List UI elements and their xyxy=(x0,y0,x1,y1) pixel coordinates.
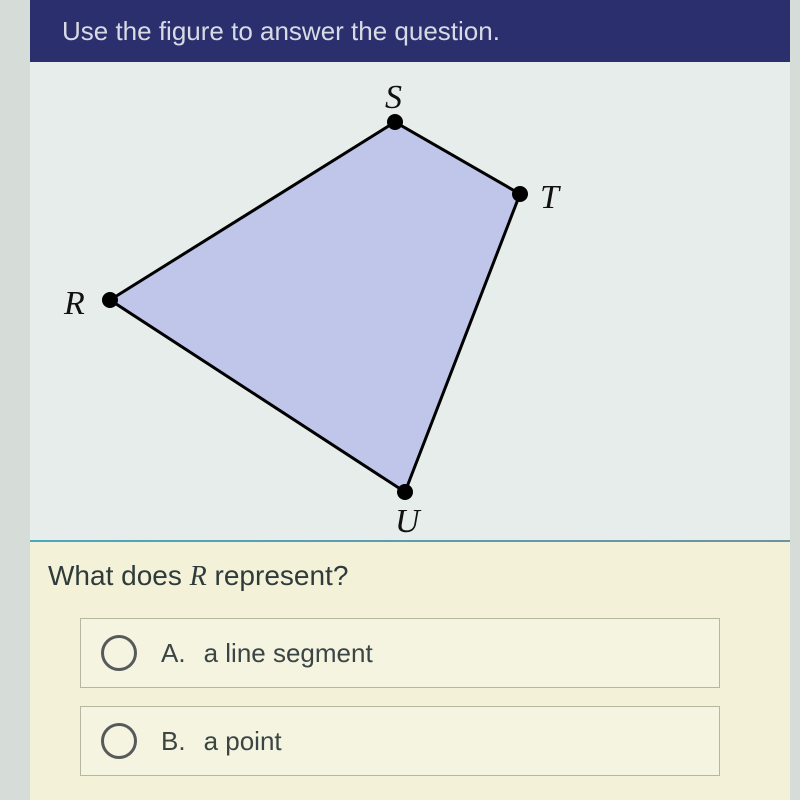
vertex-s xyxy=(387,114,403,130)
question-after: represent? xyxy=(207,560,349,591)
header-bar: Use the figure to answer the question. xyxy=(30,0,790,62)
option-text: a line segment xyxy=(204,638,373,669)
vertex-label-r: R xyxy=(63,285,85,322)
option-letter: A. xyxy=(161,638,186,669)
vertex-r xyxy=(102,292,118,308)
question-variable: R xyxy=(190,561,207,592)
option-letter: B. xyxy=(161,726,186,757)
vertex-label-t: T xyxy=(540,179,561,216)
vertex-t xyxy=(512,186,528,202)
option-text: a point xyxy=(204,726,282,757)
question-before: What does xyxy=(48,560,190,591)
vertex-u xyxy=(397,484,413,500)
vertex-label-s: S xyxy=(385,79,402,116)
question-area: What does R represent? A. a line segment… xyxy=(30,542,790,800)
figure-svg: S T U R xyxy=(30,62,790,540)
options-list: A. a line segment B. a point xyxy=(80,618,740,794)
vertex-label-u: U xyxy=(395,503,422,540)
option-b[interactable]: B. a point xyxy=(80,706,720,776)
option-a[interactable]: A. a line segment xyxy=(80,618,720,688)
question-card: Use the figure to answer the question. S… xyxy=(30,0,790,800)
page-root: Use the figure to answer the question. S… xyxy=(0,0,800,800)
figure-area: S T U R xyxy=(30,62,790,540)
question-text: What does R represent? xyxy=(48,560,348,593)
radio-icon[interactable] xyxy=(101,635,137,671)
figure-polygon xyxy=(110,122,520,492)
radio-icon[interactable] xyxy=(101,723,137,759)
header-prompt: Use the figure to answer the question. xyxy=(62,15,500,47)
